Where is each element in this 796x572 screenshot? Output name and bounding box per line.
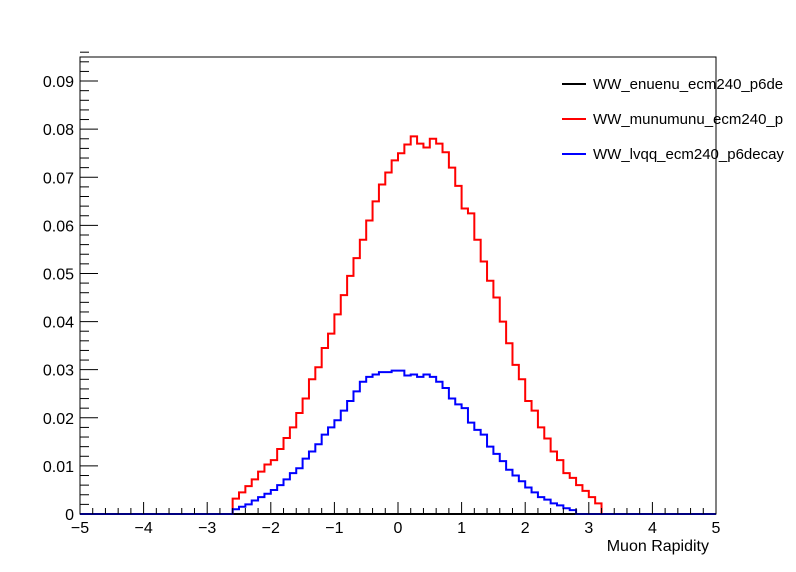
legend-label: WW_enuenu_ecm240_p6de — [593, 76, 783, 93]
series-1 — [80, 135, 716, 515]
legend: WW_enuenu_ecm240_p6de WW_munumunu_ecm240_… — [562, 76, 784, 163]
legend-label: WW_munumunu_ecm240_p — [593, 111, 783, 128]
x-tick-label: −4 — [134, 520, 152, 537]
legend-label: WW_lvqq_ecm240_p6decay — [593, 146, 784, 163]
x-tick-label: −3 — [198, 520, 216, 537]
x-tick-label: 0 — [394, 520, 403, 537]
y-tick-label: 0 — [65, 507, 74, 524]
series-2 — [80, 369, 716, 515]
y-tick-label: 0.03 — [43, 363, 74, 380]
label-layer: −5 −4 −3 −2 −1 0 1 2 3 4 5 0 0.01 0.02 0.03 0.04 0.05 0.0… — [43, 74, 721, 537]
x-tick-label: 3 — [584, 520, 593, 537]
y-tick-label: 0.07 — [43, 170, 74, 187]
x-tick-label: 5 — [712, 520, 721, 537]
y-tick-label: 0.04 — [43, 315, 74, 332]
x-tick-label: 2 — [521, 520, 530, 537]
x-tick-label: −5 — [71, 520, 89, 537]
y-tick-label: 0.02 — [43, 411, 74, 428]
axis-layer — [79, 51, 717, 515]
y-tick-label: 0.01 — [43, 459, 74, 476]
y-tick-label: 0.06 — [43, 218, 74, 235]
x-tick-label: 1 — [457, 520, 466, 537]
series-step-line — [80, 135, 716, 515]
y-tick-label: 0.08 — [43, 122, 74, 139]
y-tick-label: 0.05 — [43, 266, 74, 283]
x-tick-label: −2 — [262, 520, 280, 537]
x-axis-title: Muon Rapidity — [607, 538, 709, 555]
y-tick-label: 0.09 — [43, 74, 74, 91]
x-tick-label: −1 — [325, 520, 343, 537]
series-step-line — [80, 369, 716, 515]
x-tick-label: 4 — [648, 520, 657, 537]
